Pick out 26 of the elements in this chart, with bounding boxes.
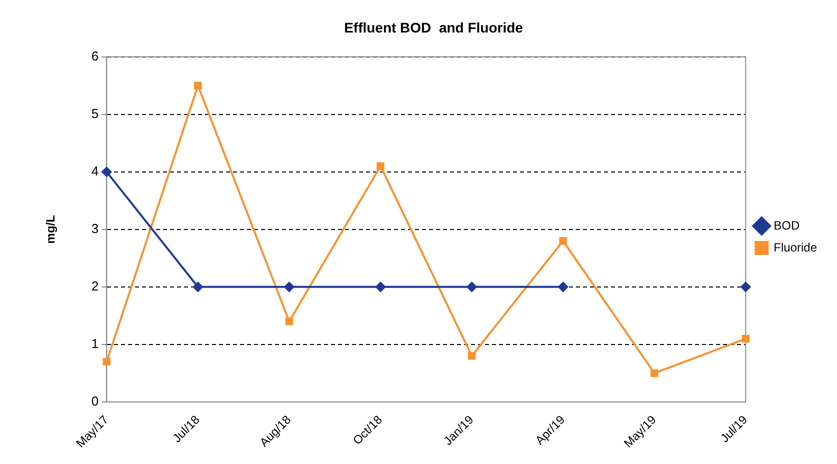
y-tick-label: 6 xyxy=(91,48,99,64)
point xyxy=(742,334,750,343)
point xyxy=(102,358,110,366)
point xyxy=(284,282,294,292)
legend-label: BOD xyxy=(774,218,800,232)
point xyxy=(194,82,202,90)
point xyxy=(192,282,203,292)
y-axis-title: mg/L xyxy=(44,215,58,244)
point xyxy=(466,282,477,292)
y-tick-label: 4 xyxy=(91,163,99,178)
point xyxy=(285,318,294,326)
point xyxy=(650,369,658,378)
y-tick-label: 5 xyxy=(91,106,99,121)
point xyxy=(102,166,112,177)
y-tick-label: 1 xyxy=(91,336,99,352)
point xyxy=(559,237,567,245)
y-tick-label: 0 xyxy=(91,394,99,409)
point xyxy=(376,162,384,170)
legend-label: Fluoride xyxy=(774,240,818,254)
point xyxy=(375,282,386,292)
y-tick-label: 2 xyxy=(91,278,99,294)
y-tick-label: 3 xyxy=(91,220,99,236)
point xyxy=(468,352,476,360)
point xyxy=(740,282,751,292)
point xyxy=(558,282,568,292)
chart-title: Effluent BOD and Fluoride xyxy=(344,19,524,36)
